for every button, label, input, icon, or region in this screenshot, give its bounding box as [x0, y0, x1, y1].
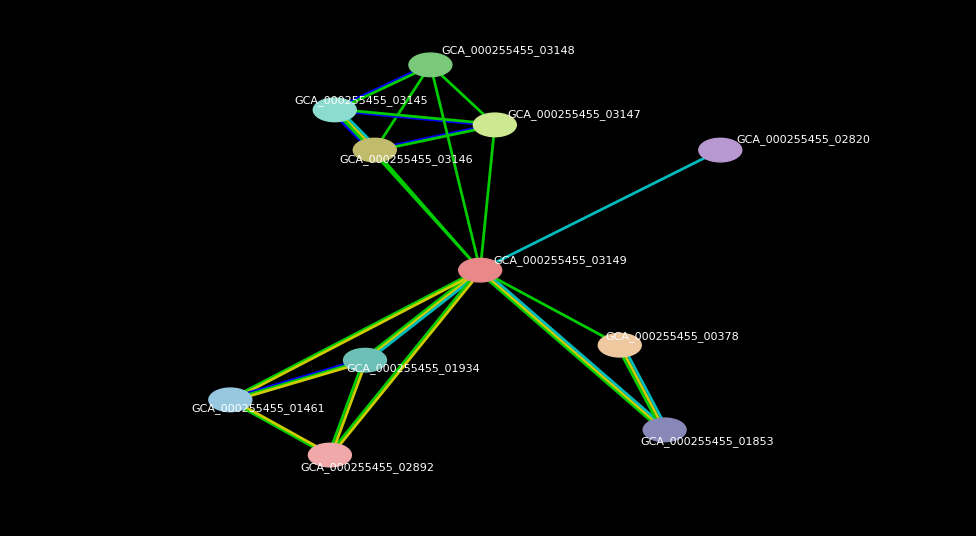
Circle shape [313, 98, 356, 122]
Circle shape [209, 388, 252, 412]
Text: GCA_000255455_01853: GCA_000255455_01853 [640, 436, 774, 446]
Circle shape [643, 418, 686, 442]
Text: GCA_000255455_03149: GCA_000255455_03149 [493, 256, 627, 266]
Circle shape [308, 443, 351, 467]
Circle shape [409, 53, 452, 77]
Circle shape [344, 348, 386, 372]
Circle shape [353, 138, 396, 162]
Text: GCA_000255455_02820: GCA_000255455_02820 [736, 134, 870, 145]
Text: GCA_000255455_02892: GCA_000255455_02892 [301, 462, 434, 473]
Text: GCA_000255455_03147: GCA_000255455_03147 [508, 109, 641, 120]
Text: GCA_000255455_03146: GCA_000255455_03146 [340, 154, 473, 165]
Text: GCA_000255455_01461: GCA_000255455_01461 [191, 404, 325, 414]
Text: GCA_000255455_00378: GCA_000255455_00378 [605, 331, 739, 341]
Circle shape [473, 113, 516, 137]
Circle shape [459, 258, 502, 282]
Circle shape [699, 138, 742, 162]
Circle shape [598, 333, 641, 357]
Text: GCA_000255455_03145: GCA_000255455_03145 [295, 95, 428, 106]
Text: GCA_000255455_03148: GCA_000255455_03148 [441, 46, 575, 56]
Text: GCA_000255455_01934: GCA_000255455_01934 [346, 363, 480, 374]
